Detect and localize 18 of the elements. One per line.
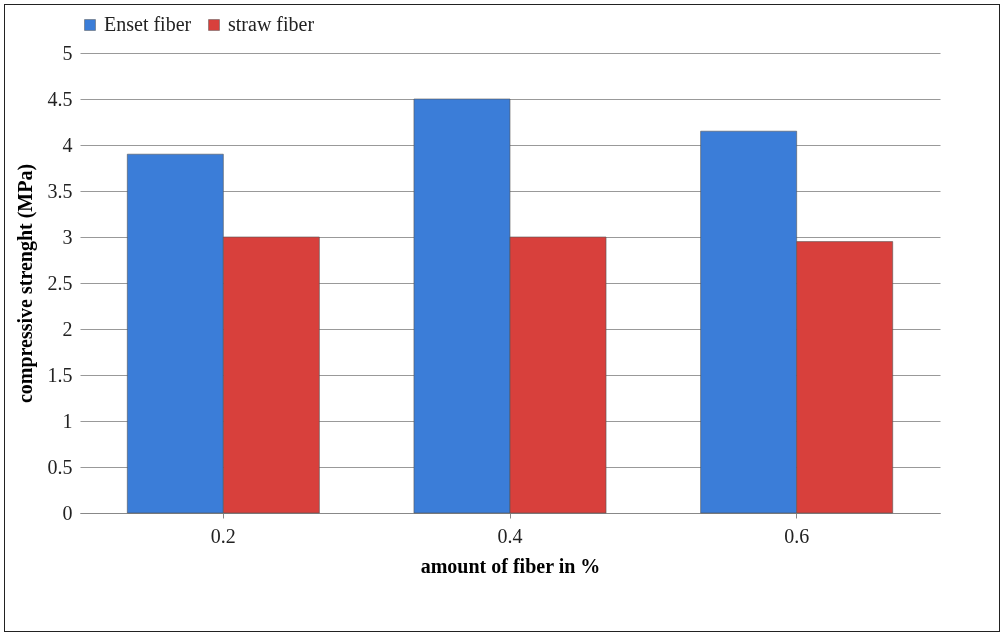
x-tick-label: 0.4 xyxy=(497,524,523,547)
y-axis-title: compressive strenght (MPa) xyxy=(13,163,37,404)
y-tick-label: 0 xyxy=(62,501,73,524)
y-tick-label: 4 xyxy=(62,133,73,156)
y-tick-label: 4.5 xyxy=(47,87,73,110)
x-axis-title: amount of fiber in % xyxy=(420,554,601,577)
y-tick-label: 3.5 xyxy=(47,179,73,202)
y-tick-label: 3 xyxy=(62,225,73,248)
y-tick-label: 2 xyxy=(62,317,73,340)
y-tick-label: 1.5 xyxy=(47,363,73,386)
y-tick-label: 5 xyxy=(62,41,73,64)
y-tick-label: 0.5 xyxy=(47,455,73,478)
y-tick-label: 2.5 xyxy=(47,271,73,294)
x-tick-label: 0.6 xyxy=(784,524,810,547)
legend-label: Enset fiber xyxy=(104,13,192,35)
x-tick-label: 0.2 xyxy=(210,524,236,547)
legend-label: straw fiber xyxy=(228,13,315,35)
y-tick-label: 1 xyxy=(62,409,73,432)
